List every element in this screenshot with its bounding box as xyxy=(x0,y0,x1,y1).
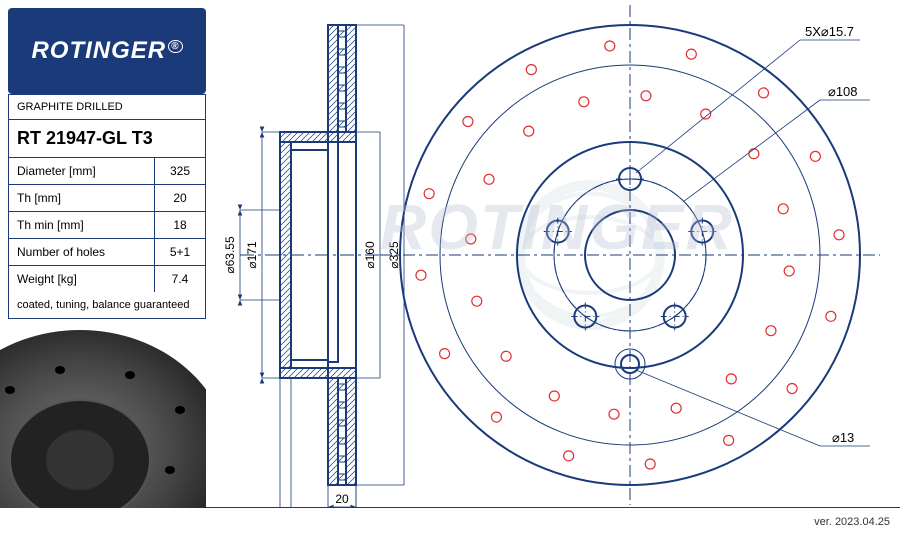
spec-notes: coated, tuning, balance guaranteed xyxy=(9,292,197,318)
spec-row: Th [mm]20 xyxy=(9,185,205,212)
spec-row: Weight [kg]7.4 xyxy=(9,266,205,292)
version-label: ver. 2023.04.25 xyxy=(814,516,890,528)
spec-value: 325 xyxy=(155,158,205,184)
svg-text:⌀63.55: ⌀63.55 xyxy=(223,236,237,274)
spec-label: Number of holes xyxy=(9,239,155,265)
spec-value: 20 xyxy=(155,185,205,211)
brand-logo: ROTINGER® xyxy=(8,8,206,94)
svg-text:⌀160: ⌀160 xyxy=(363,241,377,269)
part-number: RT 21947-GL T3 xyxy=(9,120,161,157)
svg-text:20: 20 xyxy=(335,492,349,506)
drawing-area: ROTINGER 5X⌀15.7⌀108⌀13⌀171⌀63.55⌀160⌀32… xyxy=(0,0,900,508)
spec-label: Weight [kg] xyxy=(9,266,155,292)
svg-text:⌀171: ⌀171 xyxy=(245,241,259,269)
spec-row: Th min [mm]18 xyxy=(9,212,205,239)
svg-text:⌀325: ⌀325 xyxy=(387,241,401,269)
spec-value: 7.4 xyxy=(155,266,205,292)
spec-label: Diameter [mm] xyxy=(9,158,155,184)
svg-text:⌀108: ⌀108 xyxy=(828,84,858,99)
svg-text:5X⌀15.7: 5X⌀15.7 xyxy=(805,24,854,39)
spec-value: 18 xyxy=(155,212,205,238)
spec-row: Number of holes5+1 xyxy=(9,239,205,266)
spec-label: Th [mm] xyxy=(9,185,155,211)
product-title: GRAPHITE DRILLED xyxy=(9,95,131,119)
spec-table: GRAPHITE DRILLED RT 21947-GL T3 Diameter… xyxy=(8,94,206,319)
spec-label: Th min [mm] xyxy=(9,212,155,238)
product-photo xyxy=(0,330,206,508)
spec-row: Diameter [mm]325 xyxy=(9,158,205,185)
brand-logo-text: ROTINGER® xyxy=(31,37,182,65)
svg-text:⌀13: ⌀13 xyxy=(832,430,854,445)
spec-value: 5+1 xyxy=(155,239,205,265)
